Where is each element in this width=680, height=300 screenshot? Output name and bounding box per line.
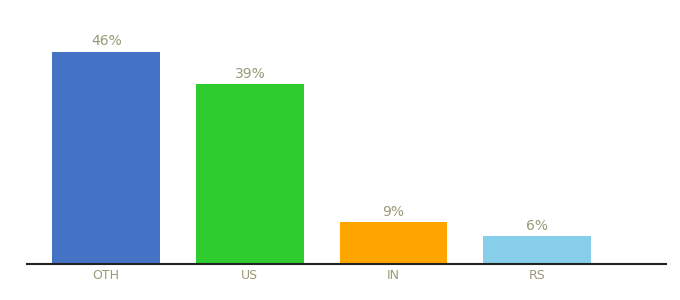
Bar [483, 236, 591, 264]
Text: 39%: 39% [235, 67, 265, 81]
Text: 46%: 46% [91, 34, 122, 49]
Bar [196, 84, 304, 264]
Bar [52, 52, 160, 264]
Text: 6%: 6% [526, 219, 548, 233]
Bar [339, 223, 447, 264]
Text: 9%: 9% [382, 205, 405, 219]
